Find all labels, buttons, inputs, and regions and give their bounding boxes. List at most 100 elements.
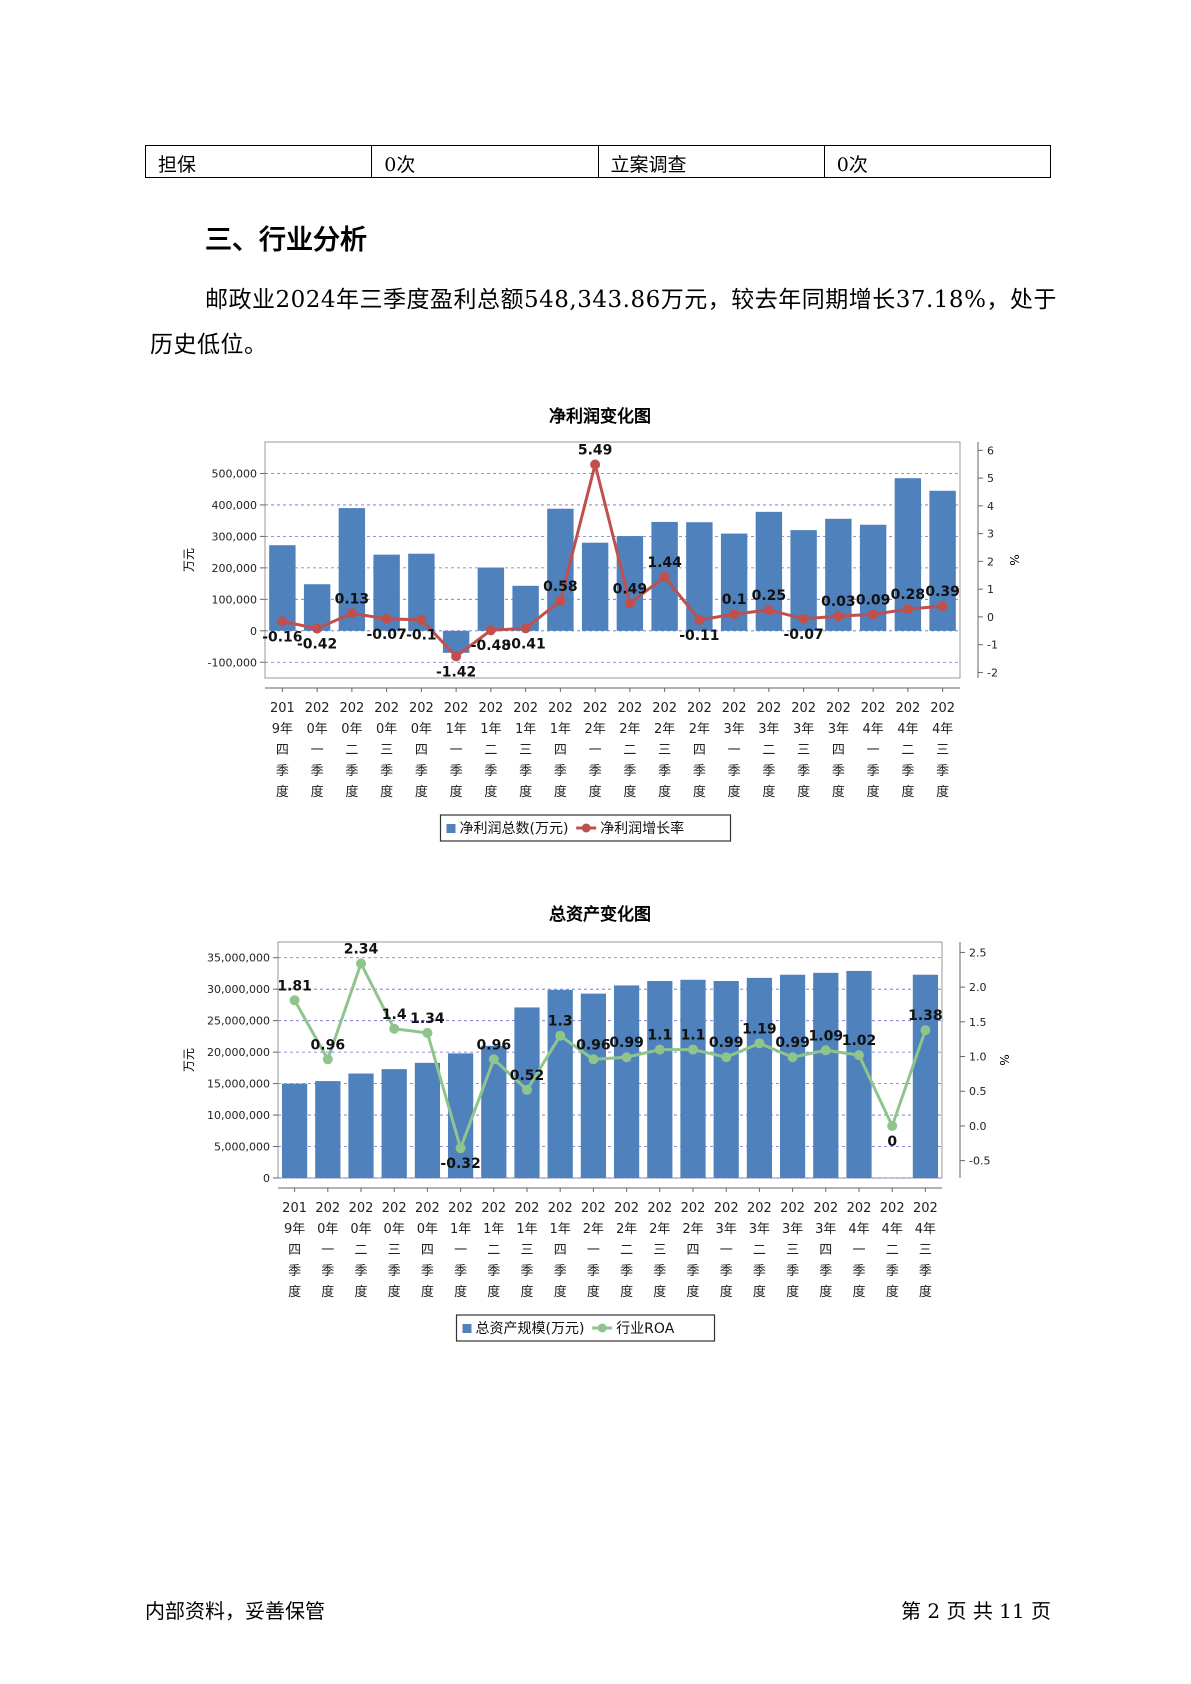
x-tick-label: 202 bbox=[617, 701, 642, 716]
data-label: 0.99 bbox=[609, 1035, 644, 1051]
line-point bbox=[833, 611, 844, 622]
data-label: -0.1 bbox=[406, 628, 437, 644]
net-profit-chart: -100,0000100,000200,000300,000400,000500… bbox=[182, 441, 1021, 842]
x-tick-label: 2年 bbox=[619, 722, 640, 737]
x-tick-label: 度 bbox=[658, 784, 671, 800]
line-point bbox=[937, 601, 948, 612]
x-tick-label: 度 bbox=[901, 784, 914, 800]
line-point bbox=[624, 598, 635, 609]
chart-title: 总资产变化图 bbox=[549, 905, 651, 925]
bar bbox=[580, 993, 607, 1178]
legend-line-marker bbox=[597, 1323, 607, 1333]
y2-tick-label: -1 bbox=[987, 639, 998, 652]
line-point bbox=[729, 609, 740, 620]
data-label: 1.81 bbox=[277, 978, 312, 994]
x-tick-label: 202 bbox=[930, 701, 955, 716]
line-point bbox=[854, 1050, 864, 1061]
legend-bar-swatch bbox=[446, 824, 456, 833]
bar bbox=[713, 981, 739, 1178]
x-tick-label: 一 bbox=[728, 743, 741, 758]
x-tick-label: 一 bbox=[852, 1243, 865, 1258]
data-label: 1.4 bbox=[382, 1007, 407, 1023]
data-label: 0.28 bbox=[891, 587, 926, 603]
x-tick-label: 三 bbox=[919, 1243, 932, 1258]
x-tick-label: 一 bbox=[321, 1243, 334, 1258]
x-tick-label: 202 bbox=[305, 701, 330, 716]
line-point bbox=[621, 1052, 632, 1063]
y2-axis-label: % bbox=[997, 1054, 1011, 1065]
bar bbox=[477, 567, 505, 631]
line-point bbox=[555, 1030, 566, 1041]
data-label: 0.96 bbox=[311, 1037, 346, 1053]
x-tick-label: 四 bbox=[686, 1243, 699, 1258]
data-label: -0.07 bbox=[783, 627, 823, 643]
plot-area bbox=[277, 941, 943, 1179]
x-tick-label: 一 bbox=[311, 743, 324, 758]
y-tick-label: 15,000,000 bbox=[207, 1078, 270, 1091]
x-tick-label: 季 bbox=[819, 1264, 832, 1279]
data-label: 1.19 bbox=[742, 1021, 777, 1037]
x-tick-label: 3年 bbox=[758, 722, 779, 737]
table-cell: 担保 bbox=[144, 145, 373, 178]
x-tick-label: 季 bbox=[520, 1264, 533, 1279]
bar bbox=[281, 1083, 308, 1178]
x-tick-label: 度 bbox=[936, 784, 949, 800]
x-tick-label: 4年 bbox=[848, 1222, 869, 1237]
x-tick-label: 季 bbox=[658, 764, 671, 779]
x-tick-label: 度 bbox=[623, 784, 636, 800]
bar bbox=[813, 972, 839, 1178]
x-tick-label: 2年 bbox=[649, 1222, 670, 1237]
y2-tick-label: -0.5 bbox=[969, 1155, 990, 1168]
x-tick-label: 202 bbox=[714, 1201, 739, 1216]
x-tick-label: 202 bbox=[614, 1201, 639, 1216]
x-tick-label: 季 bbox=[345, 764, 358, 779]
x-tick-label: 二 bbox=[886, 1243, 899, 1258]
summary-paragraph: 邮政业2024年三季度盈利总额548,343.86万元，较去年同期增长37.18… bbox=[150, 287, 1057, 358]
x-tick-label: 0年 bbox=[411, 722, 432, 737]
bar bbox=[686, 522, 713, 631]
bar bbox=[547, 989, 573, 1178]
x-tick-label: 202 bbox=[813, 1201, 838, 1216]
x-tick-label: 季 bbox=[886, 1264, 899, 1279]
chart-title: 净利润变化图 bbox=[549, 407, 651, 427]
line-point bbox=[312, 623, 323, 634]
y-tick-label: 200,000 bbox=[212, 562, 258, 575]
bar bbox=[581, 542, 609, 631]
legend-label: 总资产规模(万元) bbox=[476, 1321, 585, 1337]
bar bbox=[616, 536, 644, 631]
x-tick-label: 度 bbox=[753, 1284, 766, 1300]
info-table: 担保 0次 立案调查 0次 bbox=[144, 145, 1052, 178]
x-tick-label: 季 bbox=[653, 1264, 666, 1279]
x-tick-label: 度 bbox=[786, 1284, 799, 1300]
bar bbox=[381, 1069, 407, 1178]
x-tick-label: 二 bbox=[901, 743, 914, 758]
data-label: -0.41 bbox=[505, 636, 545, 652]
data-label: 0.1 bbox=[722, 592, 747, 608]
data-label: 0.25 bbox=[752, 588, 787, 604]
x-tick-label: 季 bbox=[919, 1264, 932, 1279]
y-axis-label: 万元 bbox=[182, 548, 196, 572]
data-label: 0.03 bbox=[821, 594, 856, 610]
x-tick-label: 202 bbox=[687, 701, 712, 716]
x-tick-label: 202 bbox=[548, 701, 573, 716]
y-tick-label: 400,000 bbox=[212, 499, 258, 512]
y-tick-label: 300,000 bbox=[212, 530, 258, 543]
x-tick-label: 0年 bbox=[417, 1222, 438, 1237]
y-tick-label: 30,000,000 bbox=[207, 983, 270, 996]
y2-tick-label: 2.5 bbox=[969, 946, 987, 959]
y-tick-label: 100,000 bbox=[212, 593, 258, 606]
data-label: 1.02 bbox=[842, 1033, 877, 1049]
x-tick-label: 202 bbox=[895, 701, 920, 716]
bar bbox=[348, 1073, 374, 1178]
x-tick-label: 度 bbox=[728, 784, 741, 800]
x-tick-label: 1年 bbox=[480, 722, 501, 737]
data-label: 0.39 bbox=[925, 584, 960, 600]
x-tick-label: 度 bbox=[720, 1284, 733, 1300]
line-point bbox=[522, 1084, 532, 1095]
data-label: 0.96 bbox=[477, 1037, 512, 1053]
x-tick-label: 度 bbox=[487, 1284, 500, 1300]
x-tick-label: 季 bbox=[415, 764, 428, 779]
x-tick-label: 季 bbox=[554, 764, 567, 779]
x-tick-label: 四 bbox=[693, 743, 706, 758]
data-label: 1.38 bbox=[908, 1008, 943, 1024]
